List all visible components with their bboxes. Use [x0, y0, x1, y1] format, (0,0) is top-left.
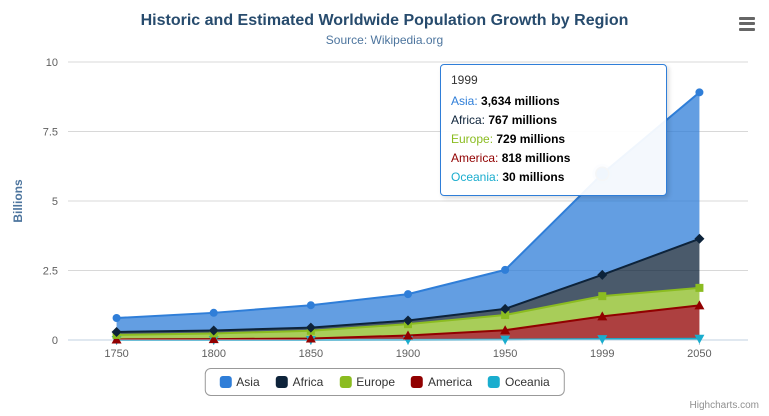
marker-oceania[interactable] — [500, 335, 511, 345]
export-menu-button[interactable] — [735, 10, 759, 37]
legend-item-asia[interactable]: Asia — [219, 375, 260, 389]
tooltip-row-africa: Africa: 767 millions — [451, 111, 656, 130]
marker-america[interactable] — [694, 300, 705, 310]
marker-asia[interactable] — [306, 301, 315, 310]
tooltip-series-name: America: — [451, 151, 502, 165]
marker-america[interactable] — [111, 334, 122, 344]
tooltip-series-name: Africa: — [451, 113, 489, 127]
marker-asia[interactable] — [404, 290, 412, 299]
marker-asia[interactable] — [112, 314, 121, 323]
marker-america[interactable] — [208, 334, 219, 344]
marker-asia[interactable] — [209, 308, 218, 317]
legend-label: Africa — [292, 375, 324, 389]
marker-oceania[interactable] — [694, 334, 705, 344]
tooltip: 1999 Asia: 3,634 millions Africa: 767 mil… — [440, 64, 667, 196]
x-axis-tick-label: 1900 — [396, 348, 420, 360]
legend-item-america[interactable]: America — [411, 375, 472, 389]
marker-america[interactable] — [403, 330, 413, 340]
marker-africa[interactable] — [208, 325, 219, 336]
marker-america[interactable] — [305, 333, 316, 343]
legend-swatch-icon — [219, 376, 232, 388]
legend-item-oceania[interactable]: Oceania — [488, 375, 550, 389]
marker-africa[interactable] — [597, 269, 608, 280]
marker-america[interactable] — [597, 311, 608, 321]
marker-africa[interactable] — [694, 233, 705, 244]
x-axis-tick-label: 1800 — [201, 348, 225, 360]
tooltip-series-value: 767 millions — [488, 113, 558, 127]
marker-oceania[interactable] — [597, 335, 608, 345]
legend-label: Europe — [356, 375, 396, 389]
marker-europe[interactable] — [598, 292, 607, 301]
legend-swatch-icon — [339, 376, 352, 388]
legend-swatch-icon — [411, 376, 424, 388]
legend-swatch-icon — [488, 376, 501, 388]
tooltip-row-asia: Asia: 3,634 millions — [451, 92, 656, 111]
x-axis-tick-label: 1999 — [590, 348, 614, 360]
x-axis-tick-label: 1850 — [299, 348, 323, 360]
legend-label: Asia — [236, 375, 260, 389]
y-axis-tick-label: 2.5 — [43, 266, 58, 278]
tooltip-series-value: 729 millions — [496, 132, 566, 146]
x-axis-tick-label: 1950 — [493, 348, 517, 360]
hamburger-menu-icon — [739, 16, 755, 31]
legend-label: America — [428, 375, 473, 389]
area-america[interactable] — [116, 305, 700, 340]
tooltip-series-value: 30 millions — [502, 170, 565, 184]
tooltip-row-oceania: Oceania: 30 millions — [451, 168, 656, 187]
legend-label: Oceania — [505, 375, 550, 389]
legend-swatch-icon — [275, 376, 288, 388]
marker-africa[interactable] — [111, 326, 122, 337]
credits-link[interactable]: Highcharts.com — [689, 400, 759, 411]
tooltip-rows: Asia: 3,634 millions Africa: 767 millions… — [451, 92, 656, 187]
marker-europe[interactable] — [695, 283, 704, 292]
tooltip-row-america: America: 818 millions — [451, 149, 656, 168]
marker-africa[interactable] — [500, 303, 511, 314]
marker-africa[interactable] — [305, 322, 316, 333]
area-africa[interactable] — [116, 238, 700, 335]
marker-america[interactable] — [500, 325, 511, 335]
marker-africa[interactable] — [403, 315, 413, 326]
marker-asia[interactable] — [695, 88, 704, 97]
y-axis-tick-label: 5 — [52, 196, 58, 208]
x-axis-tick-label: 1750 — [104, 348, 128, 360]
tooltip-series-value: 818 millions — [501, 151, 571, 165]
legend-item-africa[interactable]: Africa — [275, 375, 324, 389]
x-axis-tick-label: 2050 — [687, 348, 711, 360]
tooltip-series-value: 3,634 millions — [481, 94, 560, 108]
marker-europe[interactable] — [501, 311, 510, 320]
tooltip-row-europe: Europe: 729 millions — [451, 130, 656, 149]
chart-title: Historic and Estimated Worldwide Populat… — [140, 12, 629, 29]
tooltip-series-name: Oceania: — [451, 170, 503, 184]
y-axis-tick-label: 7.5 — [43, 127, 58, 139]
chart-subtitle: Source: Wikipedia.org — [325, 33, 444, 47]
y-axis-tick-label: 10 — [46, 57, 58, 69]
y-axis-title: Billions — [11, 179, 25, 223]
area-asia[interactable] — [116, 92, 700, 332]
y-axis-tick-label: 0 — [52, 335, 58, 347]
legend-item-europe[interactable]: Europe — [339, 375, 395, 389]
tooltip-series-name: Europe: — [451, 132, 497, 146]
marker-asia[interactable] — [501, 265, 510, 274]
tooltip-header: 1999 — [451, 73, 478, 87]
legend: Asia Africa Europe America Oceania — [204, 368, 565, 396]
tooltip-series-name: Asia: — [451, 94, 482, 108]
